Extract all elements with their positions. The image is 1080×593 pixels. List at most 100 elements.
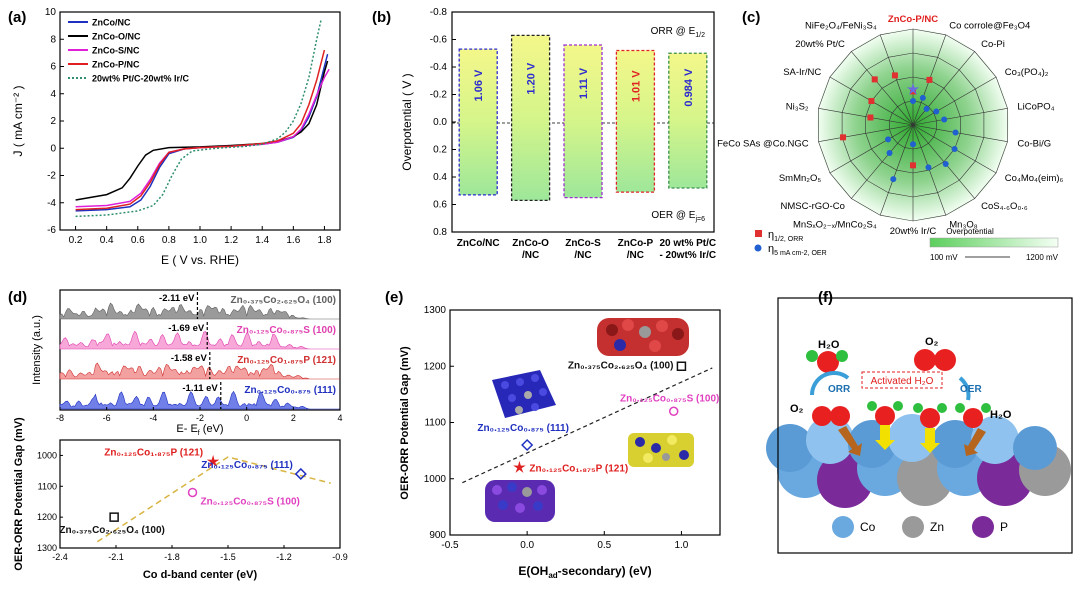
adsorbed-h2o-center-2 — [913, 403, 947, 428]
e-ytick-label: 1100 — [424, 418, 446, 429]
c-legend-oer-marker — [754, 244, 762, 252]
b-category-label: ZnCo-P — [618, 238, 654, 249]
label-o2-right: O₂ — [925, 336, 939, 348]
brown-arrow-1 — [838, 426, 862, 456]
a-series-line-4 — [75, 18, 323, 218]
a-xtick-label: 0.6 — [131, 235, 145, 246]
b-ytick-label: 0.8 — [433, 227, 447, 238]
a-xtick-label: 1.2 — [224, 235, 238, 246]
c-oer-point — [910, 98, 916, 104]
c-axis-label: Co₄Mo₄(eim)₆ — [1005, 173, 1064, 184]
c-colorbar-min: 100 mV — [930, 253, 958, 262]
a-xtick-label: 0.2 — [69, 235, 83, 246]
d-ytick-label: 1200 — [37, 512, 57, 522]
c-legend-orr-sub: 1/2, ORR — [774, 236, 803, 243]
panel-d-dband: (d) -2.11 eV Zn₀.₃₇₅Co₂.₆₂₅O₄ (100) -1.69 … — [8, 289, 348, 581]
c-axis-label: Co-Pi — [981, 39, 1005, 50]
d-dband-center-label: -1.69 eV — [168, 323, 205, 334]
c-grid-spoke — [879, 34, 914, 126]
d-dband-center-label: -1.58 eV — [171, 353, 208, 364]
c-axis-label: ZnCo-P/NC — [888, 14, 938, 25]
a-ytick-label: -2 — [47, 171, 56, 182]
yellow-arrow-2 — [920, 428, 940, 453]
a-legend-label: ZnCo-S/NC — [92, 46, 140, 56]
panel-label-a: (a) — [8, 9, 26, 26]
c-grid-spoke — [818, 124, 914, 142]
c-oer-point — [941, 116, 948, 123]
b-bar-4 — [668, 52, 708, 189]
c-axis-label: 20wt% Pt/C — [795, 39, 845, 50]
b-category-label: ZnCo/NC — [457, 238, 500, 249]
d-point-1 — [187, 487, 198, 498]
c-highlight-star — [906, 82, 920, 95]
structure-zn0125co0875s-image — [628, 433, 694, 467]
panel-d-bottom-xlabel: Co d-band center (eV) — [143, 569, 258, 581]
b-category-label: 20 wt% Pt/C — [659, 238, 716, 249]
e-trend-line — [462, 367, 713, 484]
a-xtick-label: 1.8 — [317, 235, 331, 246]
c-axis-label: SA-Ir/NC — [783, 67, 821, 78]
e-xtick-label: 0.0 — [520, 540, 534, 551]
c-orr-point — [926, 76, 933, 83]
label-oer: OER — [960, 384, 982, 395]
a-ytick-label: -6 — [47, 225, 56, 236]
c-grid-spoke — [912, 124, 1008, 142]
c-grid-spoke — [879, 124, 914, 216]
a-series-line-2 — [75, 68, 330, 208]
e-point-1 — [668, 406, 679, 416]
a-ytick-label: -4 — [47, 198, 56, 209]
c-oer-point — [925, 164, 932, 171]
c-legend-oer-label: η5 mA cm-2, OER — [768, 243, 827, 257]
a-legend-label: ZnCo-O/NC — [92, 32, 141, 42]
panel-label-d: (d) — [8, 289, 27, 306]
c-oer-point — [942, 160, 949, 167]
legend-co-swatch — [832, 516, 854, 538]
d-dos-area-1 — [59, 330, 340, 350]
c-axis-label: Co₃(PO₄)₂ — [1005, 67, 1049, 78]
d-dos-series-label: Zn₀.₁₂₅Co₀.₈₇₅S (100) — [237, 325, 336, 336]
b-category-label: ZnCo-S — [565, 238, 601, 249]
b-bar-1 — [510, 34, 551, 202]
c-axis-label: MnSₓO₂₋ₓ/MnCo₂S₄ — [793, 220, 877, 231]
d-ytick-label: 1100 — [38, 481, 57, 491]
b-ytick-label: 0.2 — [433, 145, 447, 156]
c-orr-point — [840, 134, 847, 141]
c-grid-spoke — [912, 108, 1008, 126]
c-legend-orr-marker — [755, 230, 762, 237]
c-axis-label: Ni₃S₂ — [786, 102, 809, 113]
a-legend-label: ZnCo-P/NC — [92, 60, 140, 70]
d-dos-series-label: Zn₀.₁₂₅Co₁.₈₇₅P (121) — [237, 355, 336, 366]
b-bar-0 — [458, 48, 498, 196]
d-point-label: Zn₀.₃₇₅Co₂.₆₂₅O₄ (100) — [59, 525, 165, 536]
panel-d-top-xlabel: E- Ef (eV) — [176, 423, 223, 437]
oer-arrow — [958, 376, 971, 401]
c-axis-label: Co-Bi/G — [1017, 138, 1051, 149]
c-oer-point — [923, 105, 930, 112]
b-bar-2 — [563, 44, 603, 199]
c-grid-spoke — [851, 124, 914, 199]
d-top-xtick-label: -6 — [103, 413, 111, 423]
panel-a-lsv-plot: (a) 0.2 0.4 0.6 0.8 1.0 1.2 1.4 1.6 1.8 -6 -4 -2 0 2 4… — [8, 7, 341, 267]
b-category-label: /NC — [574, 250, 591, 261]
d-dband-center-label: -2.11 eV — [159, 293, 195, 304]
structure-zn0125co1875p-image — [485, 480, 555, 522]
d-dos-area-0 — [59, 302, 340, 320]
d-xtick-label: -1.2 — [276, 552, 292, 562]
panel-b-orr-annotation: ORR @ E1/2 — [651, 26, 705, 39]
d-top-xtick-label: 2 — [291, 413, 296, 423]
panel-b-overpotential-bars: (b) -0.8 -0.6 -0.4 -0.2 0.0 0.2 0.4 0.6 0.8 1.06… — [372, 7, 716, 261]
legend-co-label: Co — [860, 520, 876, 534]
c-axis-label: LiCoPO₄ — [1017, 102, 1054, 113]
a-ytick-label: 4 — [50, 89, 56, 100]
e-point-label: Zn₀.₁₂₅Co₀.₈₇₅ (111) — [477, 423, 569, 434]
c-oer-point — [919, 94, 926, 101]
panel-label-c: (c) — [742, 9, 760, 26]
panel-b-oer-annotation: OER @ Ej=6 — [651, 210, 705, 223]
d-xtick-label: -1.8 — [164, 552, 180, 562]
c-colorbar-max: 1200 mV — [1026, 253, 1059, 262]
a-xtick-label: 1.6 — [286, 235, 300, 246]
panel-c-radar: (c) ZnCo-P/NC Co corrole@Fe₃O4 Co-Pi Co₃(PO… — [717, 9, 1063, 262]
e-ytick-label: 900 — [429, 530, 446, 541]
b-category-label: /NC — [522, 250, 539, 261]
